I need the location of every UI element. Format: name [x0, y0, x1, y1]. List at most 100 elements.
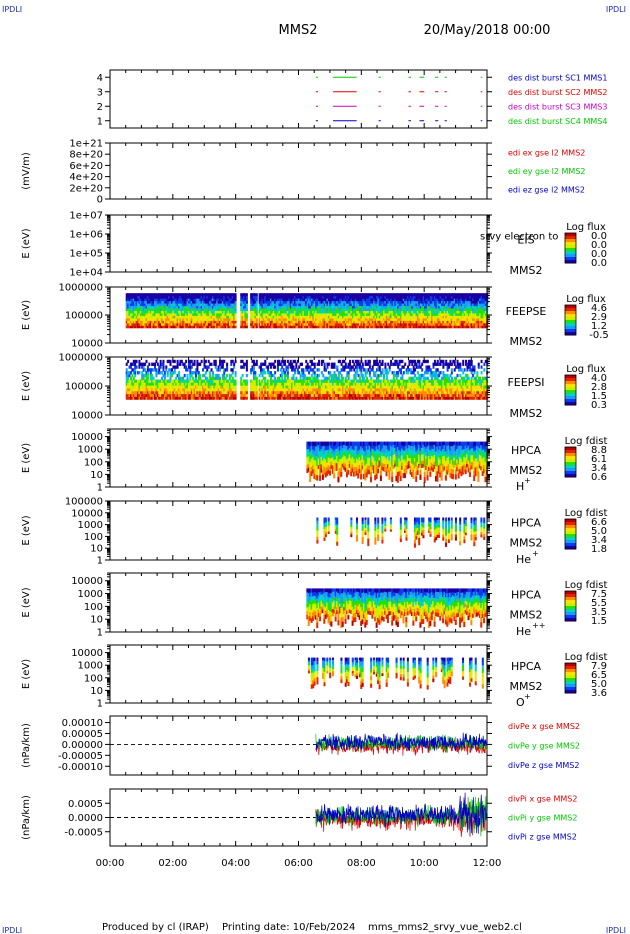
heatmap-cell	[422, 317, 425, 321]
heatmap-cell	[261, 385, 264, 389]
heatmap-cell	[281, 305, 284, 309]
heatmap-cell	[344, 298, 347, 302]
y-tick-label: 10000	[71, 339, 103, 350]
heatmap-cell	[156, 305, 159, 309]
heatmap-cell	[402, 325, 405, 329]
heatmap-cell	[180, 320, 183, 324]
heatmap-cell	[224, 298, 227, 302]
heatmap-cell	[275, 300, 278, 304]
heatmap-cell	[347, 322, 350, 326]
heatmap-cell	[186, 390, 189, 395]
heatmap-cell	[330, 322, 333, 326]
heatmap-cell	[375, 322, 378, 326]
heatmap-cell	[332, 305, 335, 309]
heatmap-cell	[227, 315, 230, 319]
heatmap-cell	[213, 298, 216, 302]
heatmap-cell	[138, 359, 141, 364]
heatmap-cell	[148, 293, 151, 297]
heatmap-cell	[220, 362, 223, 366]
heatmap-cell	[128, 373, 131, 378]
heatmap-cell	[173, 308, 176, 311]
heatmap-cell	[309, 305, 312, 309]
heatmap-cell	[350, 312, 353, 316]
heatmap-cell	[127, 305, 130, 309]
heatmap-cell	[412, 317, 415, 321]
heatmap-cell	[325, 300, 328, 304]
heatmap-cell	[153, 385, 156, 389]
heatmap-cell	[202, 312, 205, 316]
heatmap-cell	[439, 320, 442, 324]
heatmap-cell	[207, 320, 210, 324]
heatmap-cell	[207, 396, 210, 400]
heatmap-cell	[223, 371, 226, 375]
heatmap-cell	[285, 325, 288, 329]
heatmap-cell	[415, 310, 418, 314]
heatmap-cell	[211, 376, 214, 381]
heatmap-cell	[129, 300, 132, 304]
heatmap-cell	[146, 393, 149, 397]
heatmap-cell	[299, 300, 302, 304]
heatmap-cell	[268, 320, 271, 324]
heatmap-cell	[322, 293, 325, 297]
heatmap-cell	[474, 293, 477, 297]
heatmap-cell	[436, 303, 439, 307]
heatmap-cell	[190, 310, 193, 314]
heatmap-cell	[139, 312, 142, 316]
heatmap-cell	[439, 303, 442, 307]
heatmap-cell	[145, 310, 148, 314]
heatmap-cell	[470, 317, 473, 321]
colorbar-tick-label: 2.9	[591, 312, 607, 323]
heatmap-cell	[317, 300, 320, 304]
heatmap-cell	[310, 312, 313, 316]
heatmap-cell	[404, 317, 407, 321]
heatmap-cell	[395, 312, 398, 316]
heatmap-cell	[183, 293, 186, 297]
heatmap-cell	[213, 300, 216, 304]
heatmap-cell	[414, 303, 417, 307]
heatmap-cell	[361, 312, 364, 316]
heatmap-cell	[152, 387, 155, 392]
heatmap-cell	[470, 298, 473, 302]
heatmap-cell	[193, 393, 196, 397]
heatmap-cell	[353, 305, 356, 309]
heatmap-cell	[272, 385, 275, 389]
heatmap-cell	[419, 300, 422, 304]
heatmap-cell	[443, 317, 446, 321]
heatmap-cell	[397, 303, 400, 307]
heatmap-cell	[414, 325, 417, 329]
heatmap-cell	[186, 387, 189, 392]
heatmap-cell	[282, 320, 285, 324]
heatmap-cell	[192, 387, 195, 392]
heatmap-cell	[368, 298, 371, 302]
heatmap-cell	[299, 305, 302, 309]
heatmap-cell	[227, 325, 230, 329]
heatmap-cell	[320, 315, 323, 319]
heatmap-cell	[210, 295, 213, 299]
heatmap-cell	[405, 298, 408, 302]
heatmap-cell	[194, 385, 197, 389]
heatmap-cell	[317, 308, 320, 311]
heatmap-cell	[234, 325, 237, 329]
heatmap-cell	[269, 373, 272, 378]
heatmap-cell	[375, 293, 378, 297]
heatmap-cell	[274, 325, 277, 329]
heatmap-cell	[282, 315, 285, 319]
heatmap-cell	[305, 312, 308, 316]
heatmap-cell	[138, 396, 141, 400]
heatmap-cell	[207, 379, 210, 383]
heatmap-cell	[446, 325, 449, 329]
heatmap-cell	[178, 382, 181, 386]
heatmap-cell	[178, 379, 181, 383]
heatmap-cell	[308, 317, 311, 321]
heatmap-cell	[264, 315, 267, 319]
heatmap-cell	[272, 303, 275, 307]
heatmap-cell	[367, 310, 370, 314]
heatmap-cell	[312, 320, 315, 324]
y-tick-label: 6e+20	[69, 161, 103, 172]
heatmap-cell	[173, 382, 176, 386]
heatmap-cell	[265, 385, 268, 389]
heatmap-cell	[151, 295, 154, 299]
heatmap-cell	[243, 362, 246, 366]
heatmap-cell	[292, 317, 295, 321]
heatmap-cell	[231, 385, 234, 389]
